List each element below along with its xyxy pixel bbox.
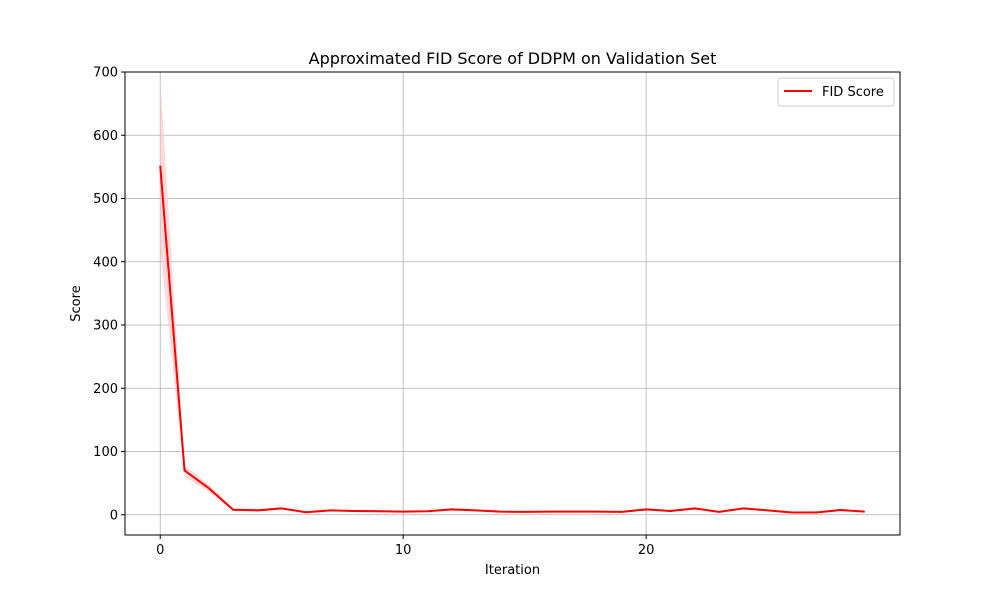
y-tick-label: 200 <box>93 382 118 397</box>
legend: FID Score <box>777 77 895 107</box>
y-axis-ticks: 0 100 200 300 400 500 600 700 <box>93 66 125 523</box>
y-tick-label: 100 <box>93 445 118 460</box>
x-tick-label: 0 <box>156 543 164 558</box>
legend-label: FID Score <box>822 85 884 100</box>
y-tick-label: 500 <box>93 192 118 207</box>
series-lines <box>159 165 865 514</box>
x-tick-label: 10 <box>395 543 412 558</box>
x-axis-ticks: 0 10 20 <box>156 535 654 558</box>
plot-frame <box>124 71 901 536</box>
legend-box <box>777 77 895 107</box>
chart-title: Approximated FID Score of DDPM on Valida… <box>309 49 717 68</box>
y-tick-label: 0 <box>110 508 118 523</box>
x-tick-label: 20 <box>638 543 655 558</box>
x-axis-label: Iteration <box>485 563 540 578</box>
series-line <box>159 165 865 514</box>
y-axis-label: Score <box>69 285 84 321</box>
y-tick-label: 300 <box>93 319 118 334</box>
y-tick-label: 700 <box>93 66 118 81</box>
y-tick-label: 400 <box>93 255 118 270</box>
y-tick-label: 600 <box>93 129 118 144</box>
